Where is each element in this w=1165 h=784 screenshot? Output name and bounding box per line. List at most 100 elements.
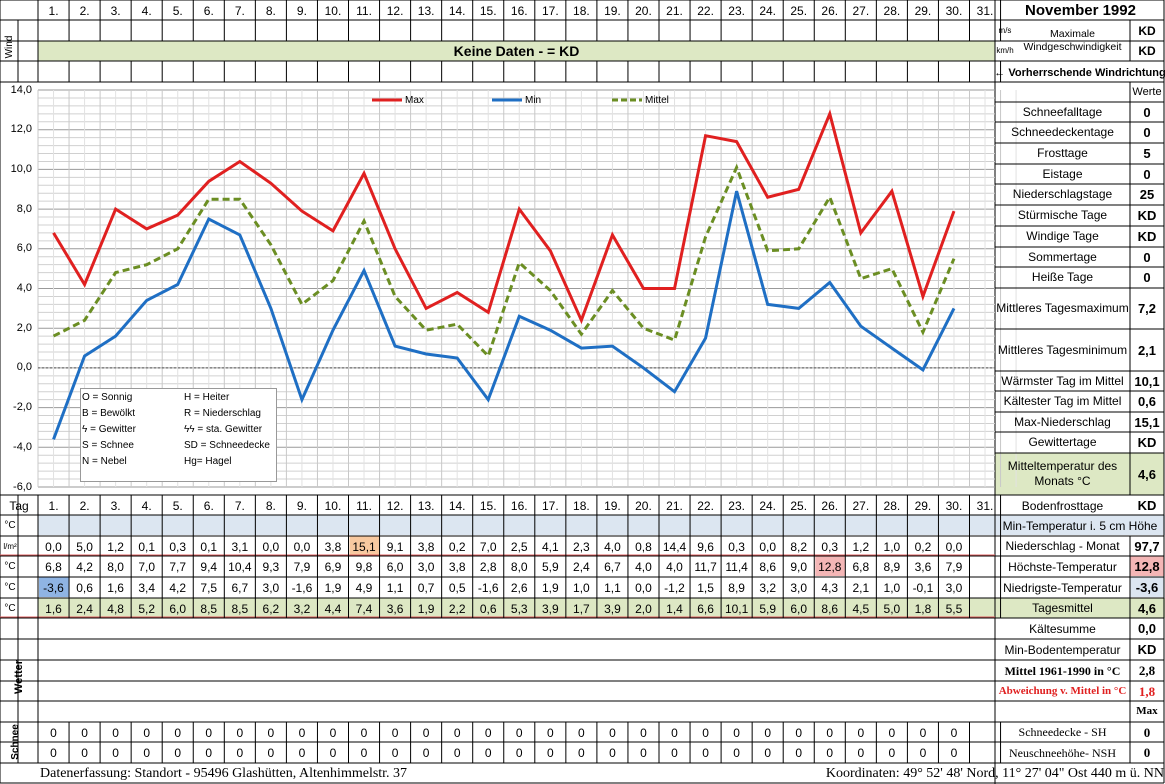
snow-sh-cell: 0 bbox=[112, 725, 119, 740]
day-label: 5. bbox=[172, 4, 183, 18]
max-temp-val-highlight bbox=[1130, 556, 1164, 576]
right-table-value: 1,8 bbox=[1138, 683, 1156, 699]
precip-cell: 0,0 bbox=[262, 539, 280, 554]
day-label: 30. bbox=[945, 4, 963, 18]
y-tick-label: 0,0 bbox=[16, 361, 32, 374]
wind-note: Keine Daten - = KD bbox=[453, 43, 580, 59]
day-label-bottom: 30. bbox=[945, 498, 963, 513]
max-cell: 9,0 bbox=[790, 559, 808, 574]
min-cell: -3,6 bbox=[43, 580, 64, 595]
legend-item: R = Niederschlag bbox=[184, 408, 261, 419]
day-label: 20. bbox=[635, 4, 652, 18]
cell-bg bbox=[995, 41, 1165, 61]
max-cell: 2,8 bbox=[479, 559, 497, 574]
precip-cell: 3,1 bbox=[231, 539, 249, 554]
footer-right: Koordinaten: 49° 52' 48' Nord, 11° 27' 0… bbox=[825, 766, 1164, 781]
snow-label: Schnee bbox=[10, 724, 21, 760]
min5cm-label-bg bbox=[995, 515, 1165, 535]
unit-label: °C bbox=[4, 602, 16, 614]
snow-nsh-cell: 0 bbox=[205, 745, 213, 760]
right-table-label: Min-Temperatur i. 5 cm Höhe bbox=[1002, 518, 1158, 533]
legend-item: O = Sonnig bbox=[82, 392, 133, 403]
day-label: 26. bbox=[821, 4, 839, 18]
mean-cell: 5,0 bbox=[883, 601, 901, 616]
precip-cell: 3,8 bbox=[324, 539, 342, 554]
snow-sh-cell: 0 bbox=[764, 725, 771, 740]
snow-sh-cell: 0 bbox=[888, 725, 896, 740]
max-wind-label: Maximale Windgeschwindigkeit bbox=[1023, 27, 1122, 53]
summary-label: Schneedeckentage bbox=[1011, 125, 1114, 139]
max-cell: 7,9 bbox=[293, 559, 311, 574]
snow-nsh-cell: 0 bbox=[795, 745, 803, 760]
day-label-bottom: 9. bbox=[296, 498, 307, 513]
max-cell: 3,0 bbox=[417, 559, 435, 574]
summary-label: Schneefalltage bbox=[1022, 104, 1103, 119]
max-cell: 3,8 bbox=[448, 559, 466, 574]
day-label-bottom: 15. bbox=[479, 498, 497, 513]
snow-sh-cell: 0 bbox=[515, 725, 523, 740]
snow-nsh-cell: 0 bbox=[733, 745, 740, 760]
mean-cell: 3,9 bbox=[541, 601, 559, 616]
precip-cell: 5,0 bbox=[76, 539, 93, 554]
mean-cell: 8,6 bbox=[821, 601, 839, 616]
month-title: November 1992 bbox=[1025, 2, 1136, 19]
snow-sh-cell: 0 bbox=[733, 725, 740, 740]
day-label-bottom: 31. bbox=[976, 498, 994, 513]
mean-cell: 8,5 bbox=[231, 601, 249, 616]
mean-cell: 3,2 bbox=[293, 601, 311, 616]
snow-nsh-cell: 0 bbox=[174, 745, 182, 760]
mean-cell: 2,4 bbox=[76, 601, 93, 616]
mean-month-bg bbox=[995, 453, 1130, 495]
max-cell: 8,0 bbox=[510, 559, 528, 574]
day-label: 2. bbox=[79, 4, 90, 18]
precip-cell: 3,8 bbox=[417, 539, 435, 554]
snow-nsh-cell: 0 bbox=[888, 745, 896, 760]
summary-label: Wärmster Tag im Mittel bbox=[1001, 373, 1124, 388]
precip-cell: 8,2 bbox=[790, 539, 808, 554]
mean-cell: 2,0 bbox=[635, 601, 652, 616]
snow-sh-cell: 0 bbox=[267, 725, 275, 740]
min-cell: 1,9 bbox=[541, 580, 559, 595]
snow-nsh-cell: 0 bbox=[826, 745, 834, 760]
unit-ms: m/s bbox=[998, 26, 1012, 35]
y-tick-label: 14,0 bbox=[10, 83, 32, 96]
min-cell: -0,1 bbox=[912, 580, 934, 595]
day-label: 18. bbox=[573, 4, 590, 18]
legend-item: H = Heiter bbox=[184, 392, 230, 403]
snow-sh-cell: 0 bbox=[422, 725, 430, 740]
max-cell: 8,6 bbox=[759, 559, 776, 574]
mean-cell: 0,6 bbox=[479, 601, 497, 616]
max-wind-ms: KD bbox=[1138, 24, 1156, 38]
summary-label: Mittleres Tagesmaximum bbox=[996, 301, 1129, 315]
day-label-bottom: 18. bbox=[573, 498, 590, 513]
day-label-bottom: 10. bbox=[324, 498, 342, 513]
min-cell: 8,9 bbox=[728, 580, 745, 595]
snow-nsh-cell: 0 bbox=[546, 745, 554, 760]
precip-cell: 0,8 bbox=[635, 539, 652, 554]
max-cell: 6,0 bbox=[386, 559, 404, 574]
snow-sh-cell: 0 bbox=[702, 725, 709, 740]
right-table-value: 0 bbox=[1143, 745, 1151, 760]
day-label-bottom: 6. bbox=[203, 498, 214, 513]
snow-sh-cell: 0 bbox=[795, 725, 803, 740]
right-table-value: KD bbox=[1137, 642, 1157, 657]
snow-nsh-cell: 0 bbox=[329, 745, 337, 760]
mean-cell: 6,2 bbox=[262, 601, 280, 616]
max-cell: 4,2 bbox=[76, 559, 93, 574]
mean-cell: 5,9 bbox=[759, 601, 776, 616]
snow-nsh-cell: 0 bbox=[360, 745, 368, 760]
day-label-bottom: 13. bbox=[417, 498, 435, 513]
min-cell: 4,3 bbox=[821, 580, 839, 595]
max-cell: 9,8 bbox=[355, 559, 373, 574]
legend-item: ϟ = Gewitter bbox=[82, 424, 136, 435]
right-table-value: 0,0 bbox=[1137, 621, 1157, 636]
day-label-bottom: 22. bbox=[697, 498, 714, 513]
snow-sh-cell: 0 bbox=[546, 725, 554, 740]
precip-cell: 1,0 bbox=[883, 539, 901, 554]
mean-cell: 1,7 bbox=[573, 601, 590, 616]
snow-sh-cell: 0 bbox=[950, 725, 958, 740]
day-label-bottom: 23. bbox=[728, 498, 745, 513]
summary-label: Mitteltemperatur des Monats °C bbox=[1007, 459, 1118, 488]
min-cell: -1,6 bbox=[477, 580, 499, 595]
min-cell: 0,6 bbox=[76, 580, 93, 595]
